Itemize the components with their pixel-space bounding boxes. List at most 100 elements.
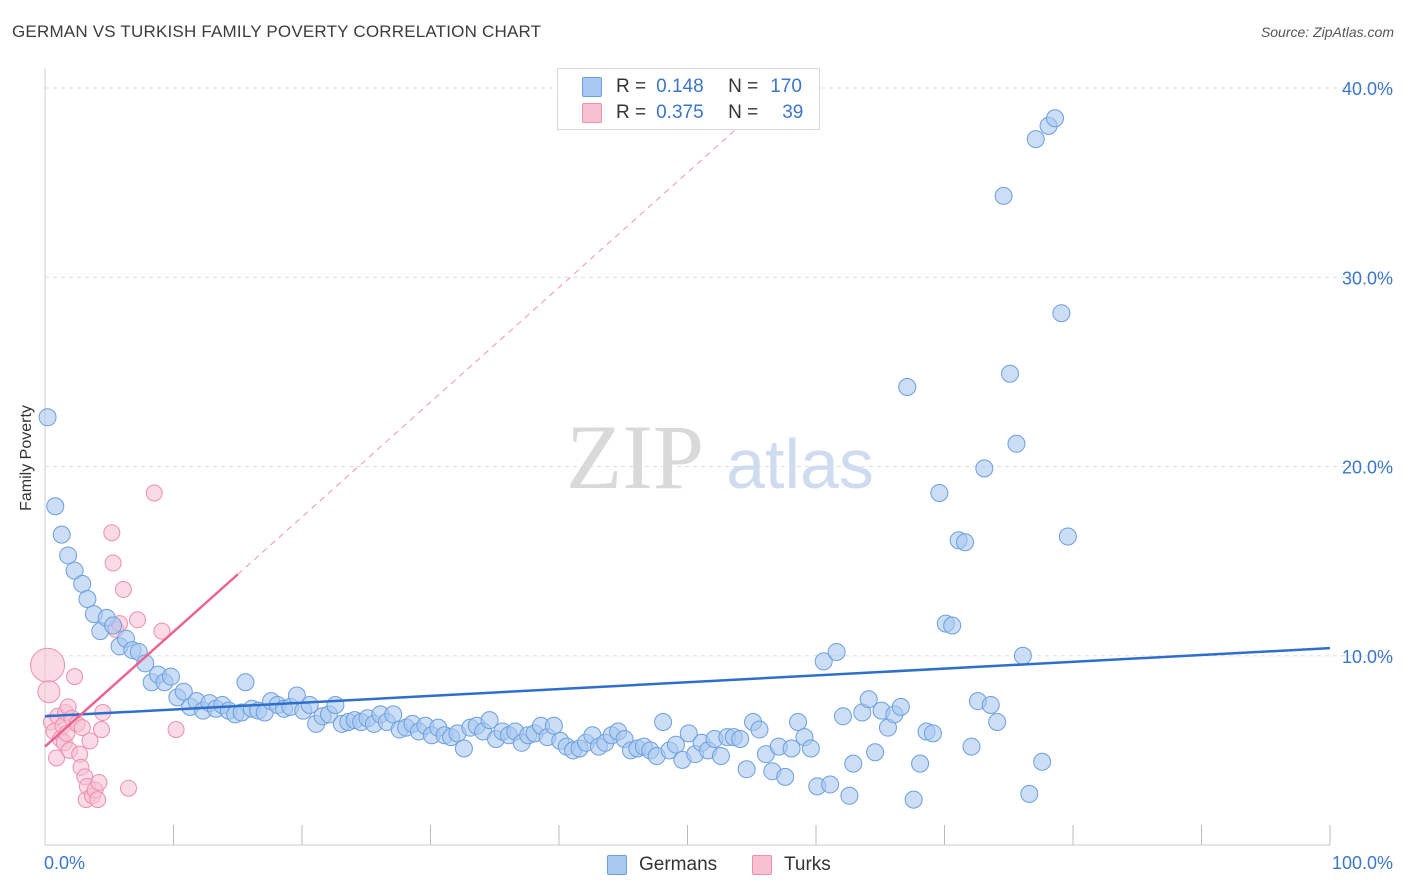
n-label: N = bbox=[728, 76, 759, 97]
watermark-zip: ZIP bbox=[566, 406, 704, 508]
germans-point bbox=[711, 747, 730, 766]
germans-point bbox=[956, 533, 975, 552]
tick-labels: 10.0% 20.0% 30.0% 40.0% 0.0% 100.0% bbox=[44, 79, 1393, 873]
turks-point bbox=[48, 749, 66, 767]
x-tick-label: 0.0% bbox=[44, 853, 85, 873]
germans-point bbox=[750, 720, 769, 739]
stats-legend: R = 0.148 N = 170 R = 0.375 N = 39 bbox=[557, 68, 820, 130]
turks-point bbox=[104, 554, 122, 572]
turks-trend-line bbox=[44, 573, 239, 748]
germans-point bbox=[1020, 784, 1039, 803]
germans-point bbox=[776, 767, 795, 786]
turks-point bbox=[103, 524, 121, 542]
r-label: R = bbox=[616, 76, 647, 97]
turks-swatch bbox=[582, 103, 602, 123]
chart-source: Source: ZipAtlas.com bbox=[1260, 24, 1394, 40]
germans-point bbox=[73, 574, 92, 593]
germans-point bbox=[827, 642, 846, 661]
germans-point bbox=[833, 707, 852, 726]
germans-point bbox=[994, 186, 1013, 205]
germans-point bbox=[544, 716, 563, 735]
germans-point bbox=[866, 743, 885, 762]
y-tick-label: 20.0% bbox=[1342, 458, 1393, 478]
germans-point bbox=[737, 760, 756, 779]
legend-item-turks[interactable]: Turks bbox=[752, 852, 831, 878]
germans-point bbox=[480, 711, 499, 730]
germans-point bbox=[821, 775, 840, 794]
chart-title: GERMAN VS TURKISH FAMILY POVERTY CORRELA… bbox=[12, 22, 542, 41]
legend-label-germans: Germans bbox=[639, 854, 718, 875]
r-value: 0.148 bbox=[656, 76, 704, 97]
germans-point bbox=[1046, 109, 1065, 128]
germans-point bbox=[911, 754, 930, 773]
germans-point bbox=[731, 730, 750, 749]
turks-trend-extension bbox=[237, 68, 804, 575]
germans-point bbox=[943, 616, 962, 635]
germans-point bbox=[384, 705, 403, 724]
germans-point bbox=[1033, 752, 1052, 771]
germans-point bbox=[236, 673, 255, 692]
germans-point bbox=[789, 712, 808, 731]
y-tick-label: 10.0% bbox=[1342, 647, 1393, 667]
trend-lines bbox=[44, 68, 1331, 748]
germans-point bbox=[300, 695, 319, 714]
germans-point bbox=[981, 695, 1000, 714]
turks-point bbox=[153, 622, 171, 640]
legend-label-turks: Turks bbox=[784, 854, 831, 875]
germans-point bbox=[801, 739, 820, 758]
r-label: R = bbox=[616, 102, 647, 123]
n-value: 170 bbox=[770, 76, 802, 97]
germans-point bbox=[1052, 304, 1071, 323]
n-value: 39 bbox=[782, 102, 804, 123]
n-label: N = bbox=[728, 102, 759, 123]
germans-point bbox=[844, 754, 863, 773]
turks-point bbox=[145, 484, 163, 502]
germans-point bbox=[930, 483, 949, 502]
germans-point bbox=[174, 682, 193, 701]
turks-legend-swatch bbox=[752, 855, 772, 875]
turks-point bbox=[30, 647, 66, 683]
germans-point bbox=[104, 616, 123, 635]
germans-point bbox=[326, 695, 345, 714]
germans-point bbox=[65, 561, 84, 580]
turks-point bbox=[129, 611, 147, 629]
stats-row-germans: R = 0.148 N = 170 bbox=[582, 75, 802, 99]
germans-point bbox=[1058, 527, 1077, 546]
germans-point bbox=[859, 690, 878, 709]
germans-swatch bbox=[582, 77, 602, 97]
stats-row-turks: R = 0.375 N = 39 bbox=[582, 101, 803, 125]
germans-legend-swatch bbox=[607, 855, 627, 875]
germans-point bbox=[891, 697, 910, 716]
turks-point bbox=[37, 680, 61, 704]
germans-point bbox=[666, 735, 685, 754]
germans-point bbox=[782, 739, 801, 758]
turks-point bbox=[66, 668, 84, 686]
watermark-atlas: atlas bbox=[726, 425, 874, 503]
germans-point bbox=[975, 459, 994, 478]
watermark: ZIP atlas bbox=[566, 406, 874, 508]
grid-lines bbox=[45, 87, 1392, 657]
germans-point bbox=[1007, 434, 1026, 453]
series-germans bbox=[38, 109, 1077, 809]
germans-point bbox=[898, 378, 917, 397]
r-value: 0.375 bbox=[656, 102, 704, 123]
turks-point bbox=[120, 779, 138, 797]
axes bbox=[44, 68, 1331, 846]
germans-point bbox=[923, 724, 942, 743]
germans-point bbox=[962, 737, 981, 756]
legend-item-germans[interactable]: Germans bbox=[607, 852, 717, 878]
turks-point bbox=[90, 774, 108, 792]
germans-point bbox=[52, 525, 71, 544]
turks-point bbox=[93, 721, 111, 739]
germans-point bbox=[454, 739, 473, 758]
y-tick-label: 30.0% bbox=[1342, 268, 1393, 288]
germans-point bbox=[38, 408, 57, 427]
turks-point bbox=[114, 581, 132, 599]
germans-point bbox=[840, 786, 859, 805]
germans-point bbox=[78, 589, 97, 608]
germans-trend-line bbox=[44, 646, 1331, 718]
turks-point bbox=[167, 721, 185, 739]
turks-point bbox=[81, 732, 99, 750]
germans-point bbox=[654, 712, 673, 731]
